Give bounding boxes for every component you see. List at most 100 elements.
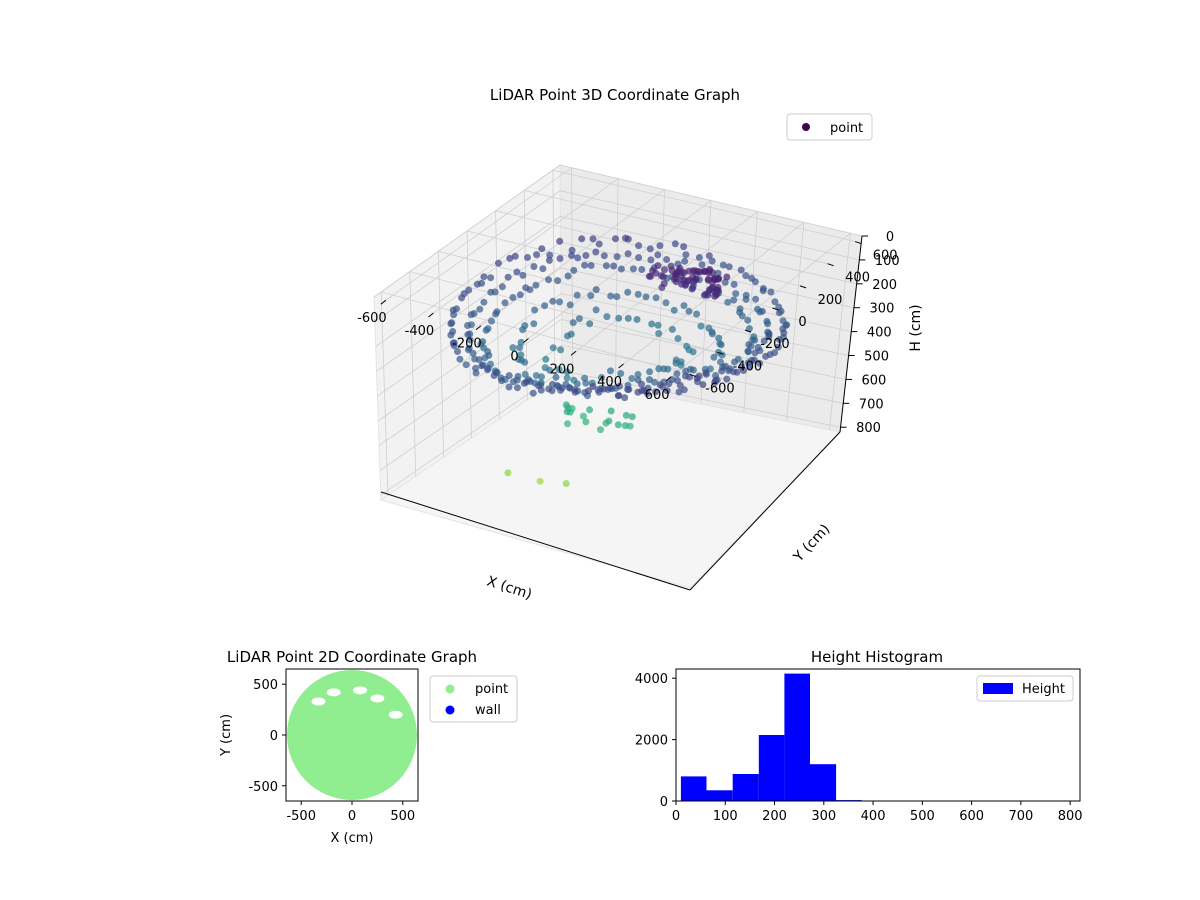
data-point	[536, 477, 544, 485]
data-point	[571, 388, 579, 396]
x-axis-label-2d: X (cm)	[331, 831, 374, 846]
data-point	[714, 269, 722, 277]
x-tick-mark	[570, 350, 577, 356]
x-tick-label-hist: 800	[1058, 809, 1083, 824]
data-point	[672, 359, 680, 367]
data-point	[537, 386, 545, 394]
data-point	[530, 263, 538, 270]
z-tick-label: 500	[864, 350, 889, 365]
data-point	[556, 237, 564, 245]
data-point	[621, 422, 629, 430]
data-point	[697, 322, 705, 330]
data-point	[709, 269, 716, 277]
data-point	[610, 262, 618, 270]
data-point	[485, 351, 493, 359]
data-point	[549, 297, 557, 305]
data-point	[634, 388, 642, 396]
y-tick-label: 600	[873, 249, 898, 264]
legend-label-point-2d: point	[475, 682, 508, 697]
data-point	[612, 235, 619, 243]
gap-region	[311, 697, 326, 706]
data-point	[718, 367, 726, 375]
data-point	[456, 355, 464, 363]
y-tick-label-2d: 500	[253, 678, 278, 693]
data-point	[562, 401, 570, 409]
data-point	[613, 293, 621, 301]
data-point	[509, 294, 517, 301]
histogram-bar	[732, 774, 759, 801]
histogram-bars	[680, 673, 1017, 801]
data-point	[555, 366, 563, 373]
data-point	[509, 344, 517, 352]
x-tick-mark	[428, 312, 434, 318]
data-point	[504, 469, 512, 477]
grid-z	[379, 344, 844, 471]
y-axis-line	[689, 431, 841, 591]
data-point	[731, 358, 738, 366]
data-point	[775, 336, 783, 343]
data-point	[702, 370, 710, 378]
data-point	[718, 351, 726, 359]
data-point	[684, 277, 692, 285]
data-point	[464, 322, 471, 329]
x-tick-label: 400	[597, 375, 622, 390]
x-tick-mark	[523, 338, 529, 343]
data-point	[725, 263, 733, 271]
data-point	[505, 383, 513, 391]
x-tick-label: -400	[405, 324, 435, 339]
z-tick-label: 800	[856, 421, 881, 436]
data-point	[575, 315, 583, 323]
data-point	[682, 367, 690, 375]
data-point	[538, 373, 545, 381]
data-point	[646, 376, 653, 384]
data-point	[589, 383, 597, 390]
data-point	[711, 379, 719, 387]
chart-3d-legend: point	[786, 113, 873, 141]
data-point	[542, 355, 550, 363]
y-tick-label: -400	[733, 359, 763, 374]
histogram-frame	[675, 668, 1081, 802]
y-tick-label-hist: 4000	[635, 672, 668, 687]
data-point	[638, 380, 645, 388]
data-point	[573, 291, 581, 299]
z-tick-label: 700	[859, 397, 884, 412]
z-tick-label: 0	[886, 230, 894, 245]
data-point	[553, 382, 561, 389]
data-point	[646, 368, 654, 376]
data-point	[556, 255, 564, 262]
data-point	[541, 302, 549, 310]
data-point	[633, 316, 641, 323]
data-point	[616, 382, 623, 390]
y-tick-label: 200	[818, 293, 843, 308]
data-point	[771, 298, 779, 306]
data-point	[467, 311, 475, 319]
gap-region	[353, 686, 368, 695]
legend-marker-wall-2d	[445, 705, 455, 715]
data-point	[458, 294, 466, 302]
data-point	[514, 372, 522, 380]
data-point	[498, 377, 506, 385]
data-point	[780, 329, 788, 337]
data-point	[531, 306, 539, 314]
chart-3d-axes	[380, 235, 863, 591]
data-point	[628, 375, 636, 382]
gap-region	[370, 694, 385, 703]
z-tick-label: 600	[861, 373, 886, 388]
data-point	[582, 252, 590, 259]
data-point	[758, 307, 766, 315]
data-point	[625, 386, 633, 393]
z-tick-label: 100	[875, 254, 900, 269]
y-tick-mark	[744, 329, 752, 333]
x-tick-mark	[380, 299, 387, 305]
data-point	[754, 343, 762, 351]
x-tick-label-2d: 500	[390, 809, 415, 824]
data-point	[744, 316, 752, 324]
data-point	[568, 246, 576, 254]
data-point	[519, 271, 527, 279]
data-point	[710, 274, 718, 282]
data-point	[742, 295, 750, 303]
x-tick-mark	[475, 325, 482, 331]
data-point	[558, 384, 566, 392]
legend-marker-point	[802, 123, 810, 131]
